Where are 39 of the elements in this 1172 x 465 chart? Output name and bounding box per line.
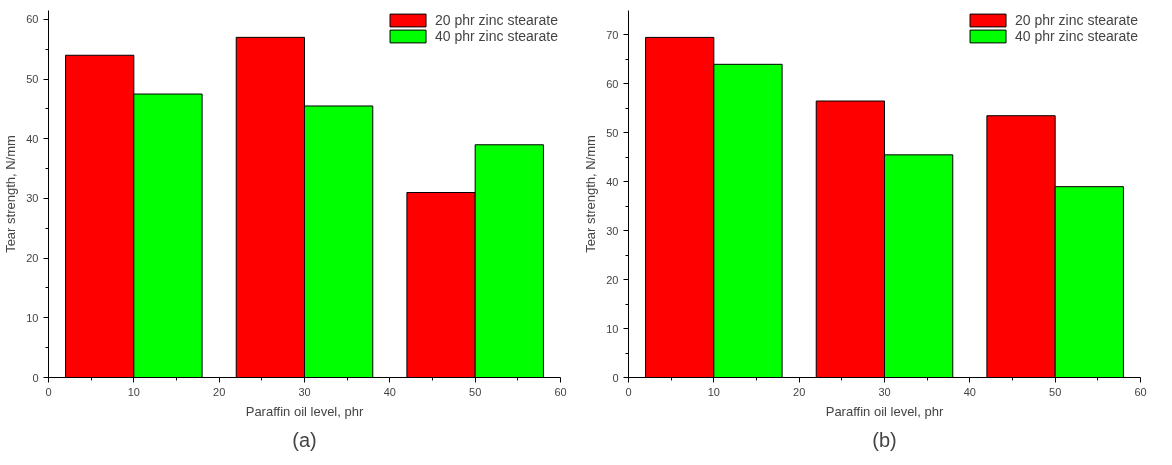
y-tick-label: 60 xyxy=(26,13,39,26)
x-tick-label: 0 xyxy=(45,385,52,398)
x-axis-title: Paraffin oil level, phr xyxy=(245,403,364,419)
y-axis-title: Tear strength, N/mm xyxy=(583,135,599,253)
y-tick-label: 0 xyxy=(32,371,39,384)
y-tick-label: 70 xyxy=(606,28,619,41)
y-tick-label: 50 xyxy=(26,73,39,86)
y-tick-label: 50 xyxy=(606,126,619,139)
y-tick-label: 40 xyxy=(26,132,39,145)
x-tick-label: 0 xyxy=(625,385,632,398)
x-tick-label: 50 xyxy=(469,385,482,398)
text: (b) xyxy=(872,428,897,451)
legend-label: 20 phr zinc stearate xyxy=(1015,12,1138,28)
y-tick-label: 10 xyxy=(606,322,619,335)
y-tick-label: 10 xyxy=(26,311,39,324)
x-tick-label: 60 xyxy=(554,385,567,398)
x-tick-label: 10 xyxy=(127,385,140,398)
x-tick-label: 30 xyxy=(298,385,311,398)
x-tick-label: 50 xyxy=(1049,385,1062,398)
legend-label: 20 phr zinc stearate xyxy=(435,12,558,28)
y-tick-label: 60 xyxy=(606,77,619,90)
x-tick-label: 20 xyxy=(213,385,226,398)
y-tick-label: 30 xyxy=(26,192,39,205)
y-tick-label: 20 xyxy=(606,273,619,286)
y-tick-label: 40 xyxy=(606,175,619,188)
y-tick-label: 30 xyxy=(606,224,619,237)
x-tick-label: 20 xyxy=(793,385,806,398)
x-tick-label: 10 xyxy=(707,385,720,398)
legend-label: 40 phr zinc stearate xyxy=(1015,28,1138,44)
text: (a) xyxy=(292,428,317,451)
x-tick-label: 40 xyxy=(383,385,396,398)
y-tick-label: 20 xyxy=(26,252,39,265)
y-axis-title: Tear strength, N/mm xyxy=(3,135,19,253)
x-axis-title: Paraffin oil level, phr xyxy=(825,403,944,419)
x-tick-label: 40 xyxy=(963,385,976,398)
x-tick-label: 60 xyxy=(1134,385,1147,398)
x-tick-label: 30 xyxy=(878,385,891,398)
y-tick-label: 0 xyxy=(612,371,619,384)
legend-label: 40 phr zinc stearate xyxy=(435,28,558,44)
